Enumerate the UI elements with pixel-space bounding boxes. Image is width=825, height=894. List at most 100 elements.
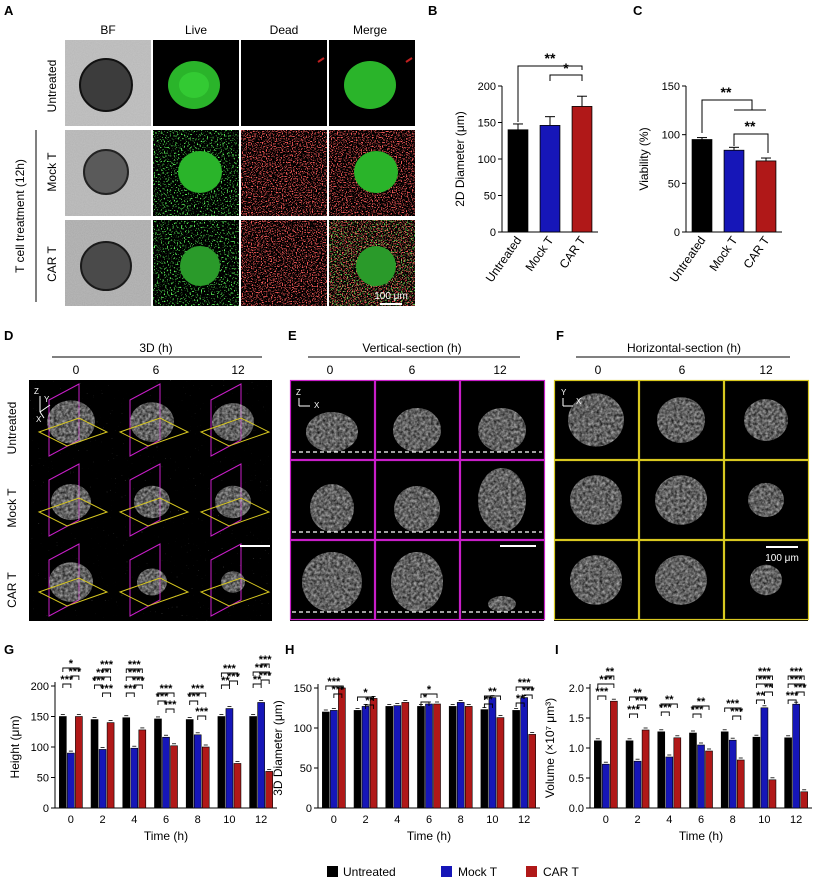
bar-untreated: [594, 740, 602, 809]
sig-bracket: [755, 683, 773, 688]
img-dead-untreated: [241, 40, 327, 126]
bar-untreated: [385, 706, 394, 809]
bar-mock-t: [602, 763, 610, 809]
bar-car-t: [233, 763, 242, 809]
spheroid-3d: [49, 562, 93, 602]
sig-label: **: [484, 694, 493, 706]
bar-car-t: [610, 700, 618, 809]
section-cell: [289, 379, 376, 461]
x-tick-label: 10: [486, 814, 498, 826]
y-tick-label: 0: [674, 227, 680, 239]
bar-car-t: [800, 791, 808, 809]
horizontal-plane: [199, 417, 271, 447]
sig-label: ***: [100, 683, 114, 695]
sig-bracket: [220, 672, 238, 677]
d-time-12: 12: [231, 363, 245, 377]
sig-label: *: [427, 684, 432, 696]
sig-bracket: [483, 695, 501, 700]
sig-label: **: [721, 84, 732, 100]
sig-bracket: [629, 713, 639, 718]
bar-mock-t: [67, 752, 75, 809]
bar-car-t: [673, 737, 682, 809]
y-tick-label: 100: [294, 723, 312, 735]
y-tick-label: 100: [478, 154, 496, 166]
d-row-untreated: Untreated: [5, 402, 19, 455]
sig-bracket: [420, 693, 438, 698]
section-cell: [459, 539, 546, 621]
y-tick-label: 0: [306, 803, 312, 815]
sig-bracket: [125, 676, 143, 681]
legend-swatch-car: [526, 866, 537, 877]
x-tick-label: 2: [635, 814, 641, 826]
section-cell: [638, 459, 725, 541]
x-tick-label: 12: [255, 814, 267, 826]
panel-letter-i: I: [555, 642, 559, 657]
bar-untreated: [122, 717, 131, 809]
panel-d: 3D (h) 0 6 12 Untreated Mock T CAR T Z Y…: [5, 341, 272, 621]
sig-bracket: [763, 691, 773, 696]
section-cell: [723, 459, 810, 541]
section-cell: [374, 539, 461, 621]
y-tick-label: 0.5: [569, 773, 584, 785]
bar-car-t: [75, 716, 83, 809]
category-label: Mock T: [523, 233, 557, 274]
x-tick-label: 12: [518, 814, 530, 826]
row-label-untreated: Untreated: [45, 60, 59, 113]
vertical-section: [478, 468, 526, 532]
sig-bracket: [333, 693, 343, 698]
e-time-6: 6: [409, 363, 416, 377]
section-cell: [374, 459, 461, 541]
category-label: Mock T: [707, 233, 741, 274]
bar-mock-t: [193, 734, 202, 809]
section-cell: [638, 539, 725, 621]
y-tick-label: 150: [478, 118, 496, 130]
sig-bracket: [692, 713, 702, 718]
sig-bracket: [102, 668, 112, 673]
sig-bracket: [549, 74, 583, 81]
bar-car-t: [464, 706, 473, 809]
bar-mock-t: [162, 736, 170, 809]
section-cell: [459, 379, 546, 461]
y-axis-label: Height (μm): [8, 716, 22, 779]
y-tick-label: 150: [662, 81, 680, 93]
sig-label: ***: [518, 677, 532, 689]
section-cell: [553, 379, 640, 461]
horizontal-section: [655, 555, 707, 605]
sig-bracket: [62, 667, 80, 672]
chart-h-3d-diameter: 0 50 100 150 3D Diameter (μm) Time (h) 0 2 4 6 8 10…: [271, 676, 540, 843]
category-label: Untreated: [483, 234, 525, 285]
sig-bracket: [189, 692, 207, 697]
sig-bracket: [629, 696, 647, 701]
bar-mock-t: [697, 744, 705, 809]
bar-car-t: [641, 729, 650, 809]
bar-car-t: [201, 746, 210, 809]
sig-label: ***: [259, 654, 273, 666]
horizontal-plane: [118, 497, 190, 527]
y-axis-label: 3D Diameter (μm): [271, 700, 285, 796]
panel-f: Horizontal-section (h) 0 6 12 Y X 100 μm: [553, 341, 810, 621]
f-time-12: 12: [759, 363, 773, 377]
y-tick-label: 100: [31, 742, 49, 754]
y-tick-label: 50: [484, 191, 496, 203]
bar-untreated: [752, 736, 761, 809]
bar-car-t: [768, 779, 777, 809]
sig-bracket: [724, 707, 742, 712]
y-tick-label: 0: [490, 227, 496, 239]
y-tick-label: 1.5: [569, 713, 584, 725]
x-tick-label: 10: [758, 814, 770, 826]
section-cell: [289, 539, 376, 621]
bar-untreated: [720, 731, 729, 809]
spheroid-3d: [51, 484, 91, 520]
x-tick-label: 4: [394, 814, 400, 826]
vertical-section: [302, 552, 362, 612]
sig-bracket: [517, 65, 583, 122]
legend-swatch-mock: [441, 866, 452, 877]
sig-bracket: [755, 675, 773, 680]
panel-letter-d: D: [4, 328, 13, 343]
bar-mock-t: [98, 749, 107, 809]
sig-label: *: [363, 687, 368, 699]
sig-bracket: [787, 683, 805, 688]
spheroid-3d: [134, 485, 170, 519]
bar-mock-t: [792, 703, 800, 809]
panel-letter-g: G: [4, 642, 14, 657]
